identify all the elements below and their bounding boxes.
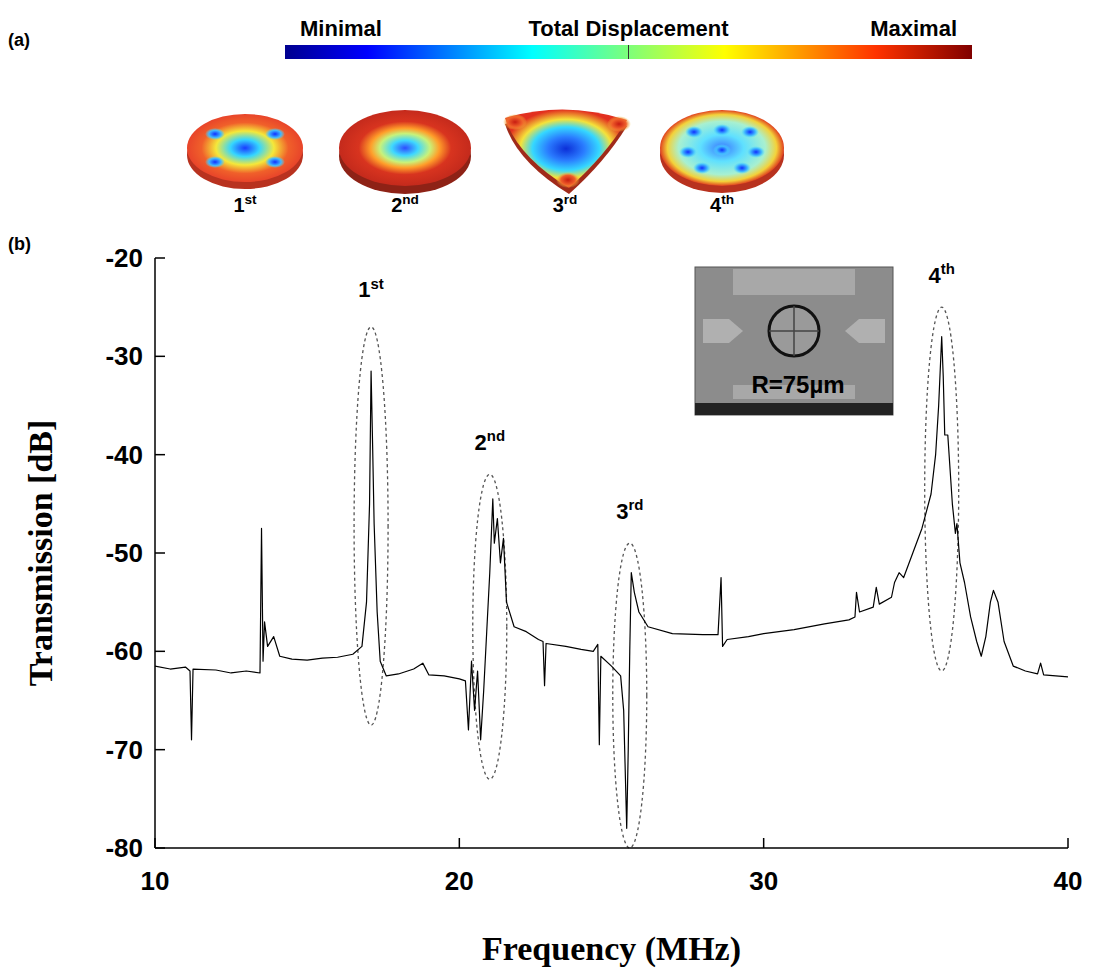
panel-label: (b) xyxy=(8,234,31,254)
colorbar xyxy=(285,45,972,59)
mode-label-suffix: rd xyxy=(564,192,578,207)
peak-label: 3rd xyxy=(616,496,643,524)
inset-infobar xyxy=(695,403,893,415)
mode-label-suffix: nd xyxy=(402,192,419,207)
x-axis-title: Frequency (MHz) xyxy=(482,930,741,968)
x-tick-label: 30 xyxy=(749,866,778,896)
mode-disk xyxy=(339,110,471,186)
x-tick xyxy=(154,838,156,848)
x-tick-label: 10 xyxy=(141,866,170,896)
inset-electrode xyxy=(845,319,885,343)
mode-node xyxy=(205,156,225,168)
peak-label-suffix: nd xyxy=(487,427,505,444)
mode-node xyxy=(713,124,731,136)
y-tick xyxy=(155,356,165,358)
x-tick xyxy=(763,838,765,848)
mode-label-number: 1 xyxy=(233,194,244,216)
annotation-ellipse xyxy=(473,474,507,779)
y-tick xyxy=(155,749,165,751)
mode-label-suffix: th xyxy=(721,192,734,207)
peak-label-number: 2 xyxy=(475,430,487,455)
mode-node xyxy=(265,128,285,140)
mode-node xyxy=(685,126,703,138)
mode-shapes xyxy=(187,109,784,194)
peak-label: 2nd xyxy=(475,427,506,455)
mode-disk xyxy=(187,114,303,182)
y-tick xyxy=(155,454,165,456)
y-tick-label: -80 xyxy=(105,833,143,863)
peak-label-number: 3 xyxy=(616,499,628,524)
colorbar-label: Maximal xyxy=(870,16,957,41)
inset-background xyxy=(695,267,893,415)
x-tick xyxy=(1067,838,1069,848)
annotation-ellipse xyxy=(925,307,959,671)
x-tick xyxy=(459,838,461,848)
mode-antinode xyxy=(607,116,631,132)
peak-label-number: 4 xyxy=(929,263,942,288)
peak-label: 4th xyxy=(929,260,955,288)
inset-pad xyxy=(733,269,855,295)
y-tick-label: -20 xyxy=(105,243,143,273)
inset-electrode xyxy=(703,319,743,343)
peak-label: 1st xyxy=(358,275,384,303)
annotation-ellipses xyxy=(354,307,959,848)
x-tick-label: 20 xyxy=(445,866,474,896)
mode-node xyxy=(205,128,225,140)
y-tick-label: -60 xyxy=(105,636,143,666)
figure: (a)MinimalTotal DisplacementMaximal1st2n… xyxy=(0,0,1105,980)
peak-label-suffix: th xyxy=(941,260,955,277)
mode-disk xyxy=(660,110,784,186)
mode-node xyxy=(741,126,759,138)
mode-node xyxy=(713,144,731,156)
inset-image xyxy=(695,267,893,415)
mode-label: 1st xyxy=(233,192,257,216)
mode-label: 4th xyxy=(710,192,734,216)
mode-label: 3rd xyxy=(553,192,578,216)
mode-antinode xyxy=(503,114,527,130)
mode-node xyxy=(679,146,697,158)
x-axis xyxy=(155,847,1068,849)
peak-label-suffix: rd xyxy=(628,496,643,513)
x-tick-label: 40 xyxy=(1054,866,1083,896)
mode-antinode xyxy=(556,172,580,188)
mode-node xyxy=(265,156,285,168)
colorbar-label: Minimal xyxy=(300,16,382,41)
plot-data xyxy=(155,337,1068,829)
y-tick xyxy=(155,552,165,554)
y-tick-label: -70 xyxy=(105,735,143,765)
inset-label: R=75µm xyxy=(751,371,844,398)
inset-cross xyxy=(769,306,819,356)
panel-label: (a) xyxy=(8,30,30,50)
mode-label-number: 2 xyxy=(391,194,402,216)
y-tick xyxy=(155,847,165,849)
mode-label-number: 3 xyxy=(553,194,564,216)
y-tick-label: -40 xyxy=(105,440,143,470)
mode-node xyxy=(693,162,711,174)
y-tick xyxy=(155,257,165,259)
spectrum-line xyxy=(155,337,1068,829)
mode-label: 2nd xyxy=(391,192,419,216)
inset-disk xyxy=(769,306,819,356)
mode-label-suffix: st xyxy=(245,192,258,207)
y-axis-title: Transmission [dB] xyxy=(22,420,59,687)
mode-node xyxy=(747,146,765,158)
annotation-ellipse xyxy=(613,543,647,848)
peak-label-number: 1 xyxy=(358,277,370,302)
peak-label-suffix: st xyxy=(371,275,384,292)
y-tick-label: -30 xyxy=(105,341,143,371)
y-tick xyxy=(155,651,165,653)
colorbar-midtick xyxy=(628,45,629,59)
colorbar-label: Total Displacement xyxy=(528,16,729,41)
mode-node xyxy=(733,162,751,174)
y-tick-label: -50 xyxy=(105,538,143,568)
